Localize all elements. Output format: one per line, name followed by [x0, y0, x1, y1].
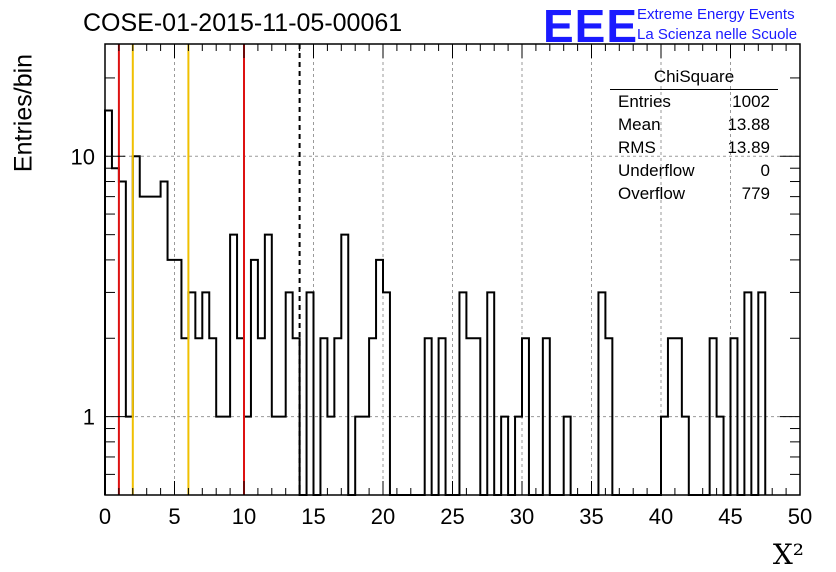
- stats-title: ChiSquare: [610, 67, 778, 90]
- x-tick-label: 50: [788, 504, 812, 529]
- stats-value: 13.88: [727, 115, 770, 134]
- stats-label: Overflow: [618, 184, 686, 203]
- stats-row-mean: Mean 13.88: [610, 113, 778, 136]
- x-tick-label: 15: [301, 504, 325, 529]
- x-tick-label: 30: [510, 504, 534, 529]
- x-tick-label: 0: [99, 504, 111, 529]
- stats-label: Underflow: [618, 161, 695, 180]
- logo-line-2: La Scienza nelle Scuole: [637, 26, 798, 43]
- x-axis-label: X²: [772, 538, 804, 571]
- stats-row-entries: Entries 1002: [610, 90, 778, 113]
- page-title: COSE-01-2015-11-05-00061: [83, 9, 403, 37]
- y-tick-label: 10: [71, 144, 95, 169]
- eee-logo: EEE Extreme Energy Events La Scienza nel…: [543, 0, 833, 52]
- stats-row-overflow: Overflow 779: [610, 182, 778, 205]
- x-tick-label: 10: [232, 504, 256, 529]
- stats-value: 1002: [732, 92, 770, 111]
- stats-label: Entries: [618, 92, 671, 111]
- stats-value: 779: [741, 184, 770, 203]
- x-tick-label: 5: [168, 504, 180, 529]
- logo-line-1: Extreme Energy Events: [637, 6, 795, 23]
- stats-label: RMS: [618, 138, 656, 157]
- stats-row-rms: RMS 13.89: [610, 136, 778, 159]
- stats-box: ChiSquare Entries 1002 Mean 13.88 RMS 13.89 Un…: [610, 67, 778, 205]
- y-tick-label: 1: [83, 405, 95, 430]
- stats-label: Mean: [618, 115, 661, 134]
- stats-value: 13.89: [727, 138, 770, 157]
- x-tick-label: 25: [440, 504, 464, 529]
- x-tick-label: 20: [371, 504, 395, 529]
- stats-value: 0: [760, 161, 770, 180]
- x-tick-label: 45: [718, 504, 742, 529]
- stats-row-underflow: Underflow 0: [610, 159, 778, 182]
- histogram-series: [104, 109, 767, 496]
- x-tick-label: 35: [579, 504, 603, 529]
- x-tick-label: 40: [649, 504, 673, 529]
